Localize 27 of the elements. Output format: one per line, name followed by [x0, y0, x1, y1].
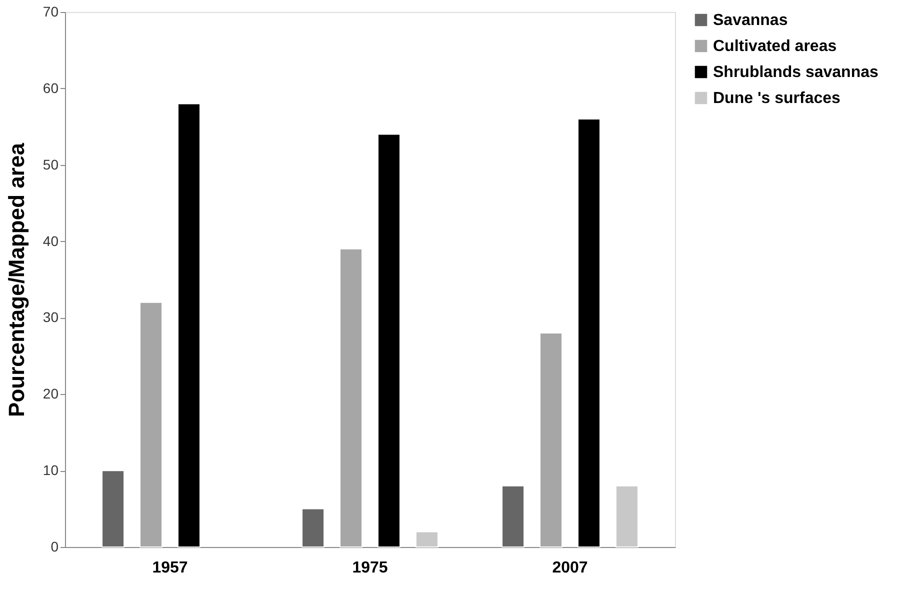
- legend-label: Dune 's surfaces: [713, 90, 841, 107]
- legend-label: Shrublands savannas: [713, 64, 878, 81]
- bar: [340, 248, 363, 548]
- y-tick-label: 50: [42, 156, 59, 172]
- bar: [502, 485, 525, 548]
- y-tick-label: 60: [42, 80, 59, 96]
- y-tick-label: 30: [42, 309, 59, 326]
- y-tick-label: 20: [42, 386, 59, 402]
- x-tick-label: 1957: [152, 560, 188, 576]
- y-tick-label: 40: [42, 232, 59, 249]
- legend-label: Savannas: [713, 12, 788, 29]
- y-tick-label: 70: [42, 4, 59, 20]
- y-tick-label: 0: [50, 538, 59, 554]
- bar: [140, 302, 163, 548]
- x-tick-label: 2007: [552, 560, 588, 576]
- legend-label: Cultivated areas: [713, 38, 837, 55]
- x-tick-label: 1975: [352, 560, 388, 576]
- bar: [415, 531, 438, 548]
- y-tick-label: 10: [42, 462, 59, 478]
- bar: [377, 134, 400, 548]
- y-axis-title: Pourcentage/Mapped area: [4, 142, 29, 417]
- bar: [615, 485, 638, 548]
- bar: [577, 118, 600, 548]
- bar: [102, 470, 125, 548]
- bar: [302, 508, 325, 548]
- bar: [177, 103, 200, 548]
- bar: [540, 332, 563, 548]
